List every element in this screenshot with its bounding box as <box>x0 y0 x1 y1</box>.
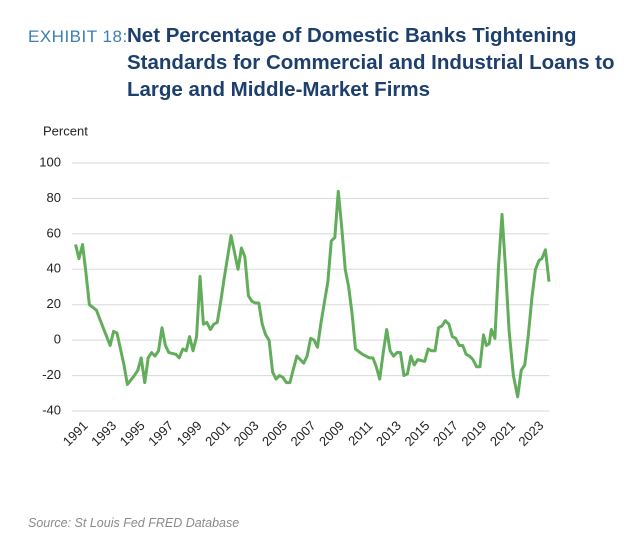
x-tick-label: 2001 <box>202 418 233 449</box>
data-line <box>74 189 551 399</box>
x-tick-label: 2017 <box>430 418 461 449</box>
y-tick-label: 40 <box>47 261 61 276</box>
x-tick-label: 2007 <box>288 418 319 449</box>
x-tick-label: 2023 <box>515 418 546 449</box>
y-tick-label: 80 <box>47 190 61 205</box>
y-axis-label: Percent <box>43 123 88 138</box>
x-tick-label: 1995 <box>117 418 148 449</box>
x-tick-label: 1999 <box>174 418 205 449</box>
x-tick-label: 2013 <box>373 418 404 449</box>
x-tick-label: 2019 <box>458 418 489 449</box>
x-tick-label: 2003 <box>231 418 262 449</box>
y-tick-label: 100 <box>39 154 61 169</box>
x-tick-label: 1991 <box>60 418 91 449</box>
chart-title: Net Percentage of Domestic Banks Tighten… <box>127 24 615 101</box>
x-tick-label: 1993 <box>88 418 119 449</box>
x-tick-label: 1997 <box>145 418 176 449</box>
y-tick-label: -40 <box>42 402 61 417</box>
x-tick-label: 2011 <box>345 418 375 448</box>
y-tick-label: -20 <box>42 367 61 382</box>
exhibit-label: EXHIBIT 18: <box>28 27 128 46</box>
y-tick-label: 0 <box>54 332 61 347</box>
y-tick-label: 60 <box>47 225 61 240</box>
x-tick-label: 2015 <box>401 418 432 449</box>
source: Source: St Louis Fed FRED Database <box>28 516 240 530</box>
x-tick-label: 2005 <box>259 418 290 449</box>
x-tick-label: 2009 <box>316 418 347 449</box>
x-tick-label: 2021 <box>487 418 518 449</box>
y-tick-label: 20 <box>47 296 61 311</box>
